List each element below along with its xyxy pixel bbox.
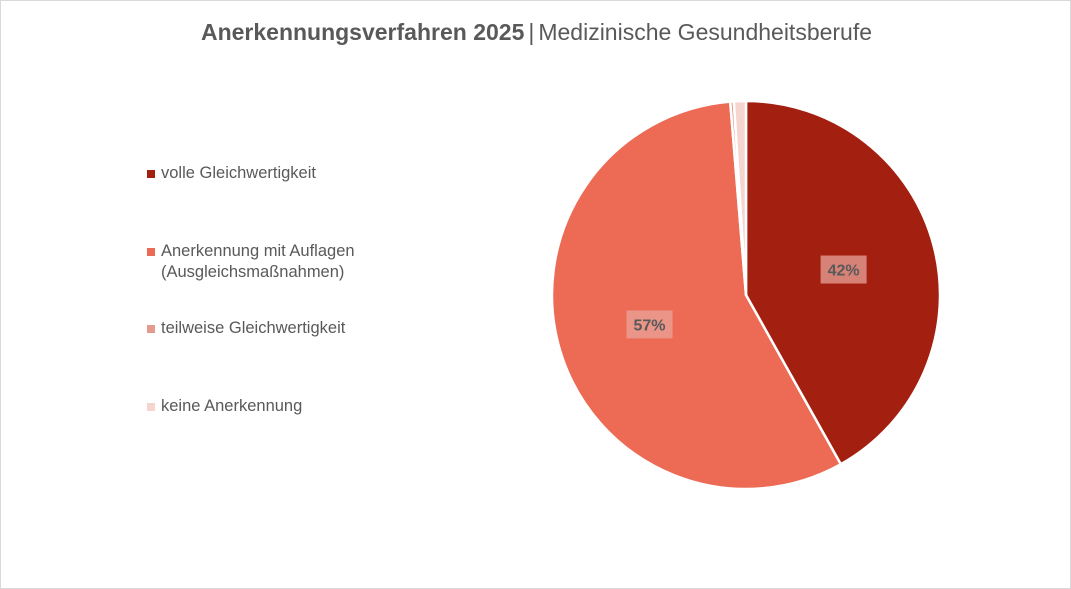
legend-swatch	[147, 325, 155, 333]
chart-title: Anerkennungsverfahren 2025 | Medizinische …	[1, 19, 1071, 46]
data-label-volle: 42%	[820, 255, 867, 284]
pie-slice-auflagen	[550, 100, 843, 491]
chart-title-main: Anerkennungsverfahren 2025	[200, 19, 525, 45]
legend-item-teilweise: teilweise Gleichwertigkeit	[147, 318, 477, 339]
data-label-text: 42%	[828, 263, 860, 280]
legend-label: volle Gleichwertigkeit	[161, 164, 316, 182]
legend-swatch	[147, 170, 155, 178]
data-label-auflagen: 57%	[626, 310, 673, 339]
data-label-text: 57%	[633, 317, 665, 334]
data-label-background	[820, 255, 867, 284]
data-label-background	[626, 310, 673, 339]
legend-item-keine: keine Anerkennung	[147, 396, 477, 417]
legend-item-auflagen: Anerkennung mit Auflagen (Ausgleichsmaßn…	[147, 241, 477, 283]
legend-label: keine Anerkennung	[161, 397, 303, 415]
chart-title-separator: |	[528, 19, 535, 45]
legend-swatch	[147, 248, 155, 256]
legend-label: Anerkennung mit Auflagen (Ausgleichsmaßn…	[161, 242, 355, 281]
pie-slice-keine	[732, 99, 748, 297]
legend-item-volle: volle Gleichwertigkeit	[147, 163, 477, 184]
legend-swatch	[147, 403, 155, 411]
chart-title-sub: Medizinische Gesundheitsberufe	[538, 19, 873, 45]
legend-label: teilweise Gleichwertigkeit	[161, 319, 346, 337]
